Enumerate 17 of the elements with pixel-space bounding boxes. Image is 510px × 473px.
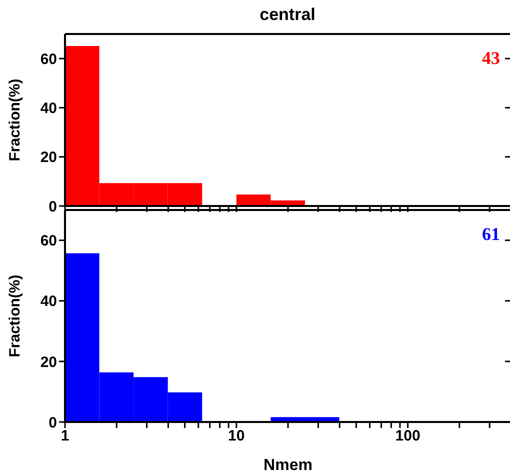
x-axis-title: Nmem (264, 457, 312, 473)
y-tick-label: 20 (40, 354, 57, 371)
chart-title: central (258, 4, 316, 26)
y-tick-label: 20 (40, 149, 57, 166)
y-tick-label: 0 (48, 414, 57, 432)
y-tick-label: 40 (40, 293, 57, 310)
annotation: 61 (482, 224, 500, 245)
y-axis-title: Fraction(%) (6, 274, 24, 358)
y-tick-label: 0 (48, 198, 57, 216)
x-tick-label: 100 (395, 428, 420, 445)
annotation: 43 (482, 48, 500, 69)
x-tick-label: 1 (60, 428, 70, 445)
y-tick-label: 40 (40, 100, 57, 118)
y-tick-label: 60 (40, 232, 57, 250)
y-tick-label: 60 (40, 50, 57, 68)
x-tick-label: 10 (228, 428, 245, 445)
y-axis-title: Fraction(%) (6, 78, 24, 162)
